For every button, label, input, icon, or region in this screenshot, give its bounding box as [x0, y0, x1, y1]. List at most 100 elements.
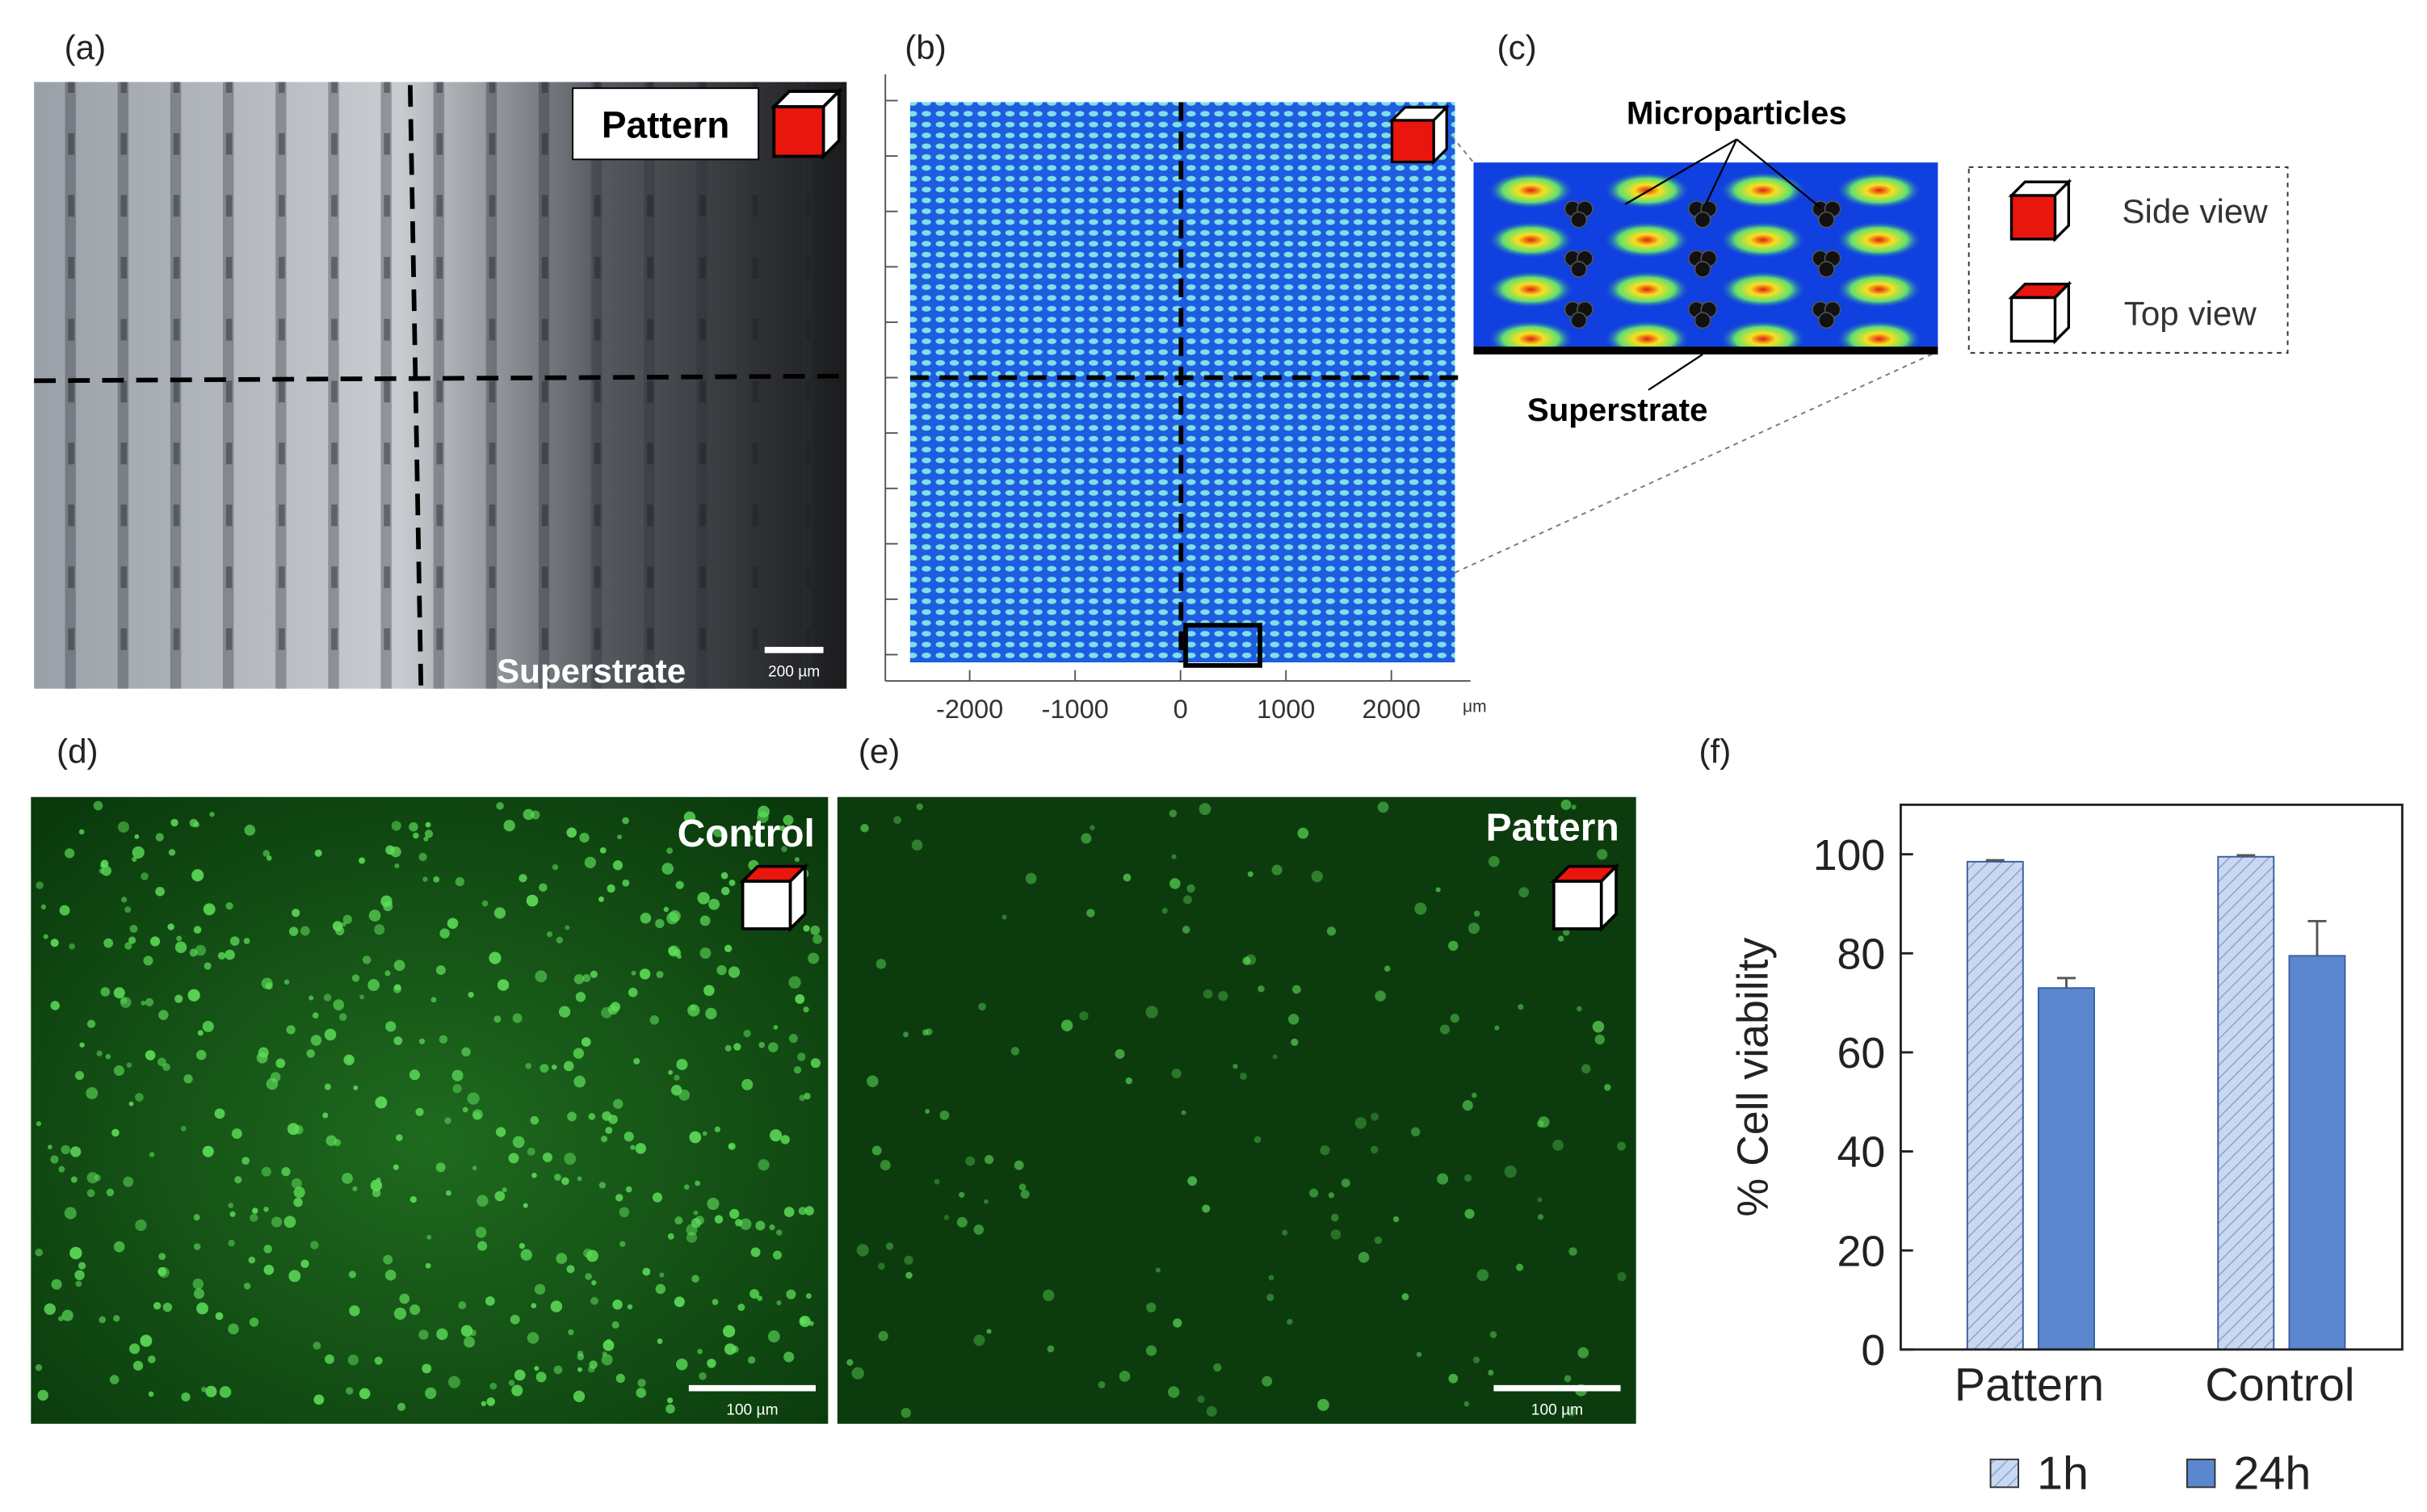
cell	[120, 897, 128, 903]
cell	[695, 1180, 701, 1186]
pointer	[1736, 138, 1821, 208]
cell	[1145, 1006, 1158, 1018]
cell	[502, 1187, 507, 1193]
error-bar	[1985, 859, 2005, 862]
cell	[577, 1367, 582, 1372]
cell	[905, 1271, 913, 1279]
cell	[135, 1093, 144, 1102]
cell	[788, 1034, 798, 1044]
particle	[1570, 261, 1588, 278]
cell	[64, 1207, 77, 1220]
cell	[1371, 1112, 1379, 1121]
cell	[1518, 1004, 1524, 1010]
cell	[566, 827, 577, 838]
cell	[205, 1385, 217, 1397]
cell	[523, 808, 535, 821]
cell	[325, 1354, 334, 1364]
cell	[261, 977, 273, 989]
cell	[561, 1177, 569, 1186]
cell	[281, 1167, 291, 1177]
cell	[1025, 872, 1037, 884]
axis-frame: -2000 -1000 0 1000 2000	[884, 74, 1471, 724]
cell	[229, 1211, 236, 1217]
cell	[293, 1197, 303, 1208]
cell	[376, 1177, 381, 1182]
cell	[464, 1336, 476, 1348]
cell	[851, 1367, 864, 1380]
cell	[58, 1166, 65, 1173]
cube-icon	[1552, 864, 1618, 930]
cell	[493, 907, 506, 919]
cell	[1186, 884, 1195, 893]
cell	[64, 848, 75, 859]
cell	[333, 999, 345, 1010]
cell	[527, 1147, 535, 1156]
cell	[300, 1259, 309, 1268]
cell	[780, 1135, 790, 1144]
cell	[1552, 1140, 1564, 1151]
legend-label: Side view	[2122, 192, 2268, 230]
cell	[475, 1226, 487, 1238]
cell	[640, 912, 652, 924]
cell	[1358, 1252, 1370, 1263]
cell	[415, 1107, 424, 1116]
cell	[577, 1176, 582, 1182]
cell	[228, 1240, 235, 1247]
cube-icon	[2009, 180, 2070, 241]
cell	[803, 925, 810, 932]
cell	[113, 1065, 124, 1077]
cell	[353, 1085, 359, 1090]
cell	[699, 1372, 707, 1380]
cell	[397, 1402, 406, 1411]
cell	[1020, 1190, 1030, 1199]
cell	[167, 923, 174, 930]
cell	[362, 956, 372, 964]
cell	[423, 836, 429, 842]
cell	[196, 1049, 207, 1060]
cell	[590, 1296, 598, 1305]
cell	[202, 1020, 214, 1032]
connector	[1451, 136, 1475, 163]
cell	[128, 1101, 134, 1107]
cell	[699, 947, 712, 959]
cell	[1018, 1183, 1027, 1191]
cell	[598, 1182, 607, 1189]
cell	[552, 863, 559, 871]
cell	[531, 1303, 537, 1308]
cell	[155, 887, 165, 897]
cell	[630, 1144, 636, 1150]
cell	[1560, 799, 1572, 810]
x-tick-label: Control	[2205, 1359, 2354, 1411]
cell	[1119, 1371, 1131, 1382]
cell	[737, 1304, 745, 1312]
cell	[468, 991, 474, 998]
cell	[755, 1220, 766, 1231]
cell	[1086, 909, 1095, 918]
bar	[2038, 987, 2095, 1350]
cell	[418, 1329, 429, 1340]
cell	[35, 1248, 43, 1257]
cell	[153, 1302, 162, 1310]
cell	[113, 1315, 120, 1322]
cell	[728, 1143, 734, 1150]
cell	[187, 989, 200, 1002]
cell	[720, 872, 729, 880]
cell	[612, 1299, 623, 1310]
error-bar	[2236, 854, 2256, 857]
connector	[1455, 351, 1935, 573]
cell	[86, 1172, 99, 1184]
cell	[1377, 801, 1389, 813]
scale-bar-label: 200 µm	[768, 663, 820, 680]
cell	[263, 1206, 269, 1212]
cell	[132, 846, 145, 859]
cell	[309, 995, 314, 1001]
cell	[745, 834, 754, 842]
cell	[607, 884, 615, 893]
cell	[750, 1289, 759, 1299]
cell	[610, 1002, 621, 1012]
cell	[943, 1215, 950, 1220]
cell	[885, 1242, 894, 1250]
y-tick-label: 40	[1837, 1128, 1886, 1177]
cell	[481, 900, 489, 907]
cell	[74, 1270, 85, 1280]
